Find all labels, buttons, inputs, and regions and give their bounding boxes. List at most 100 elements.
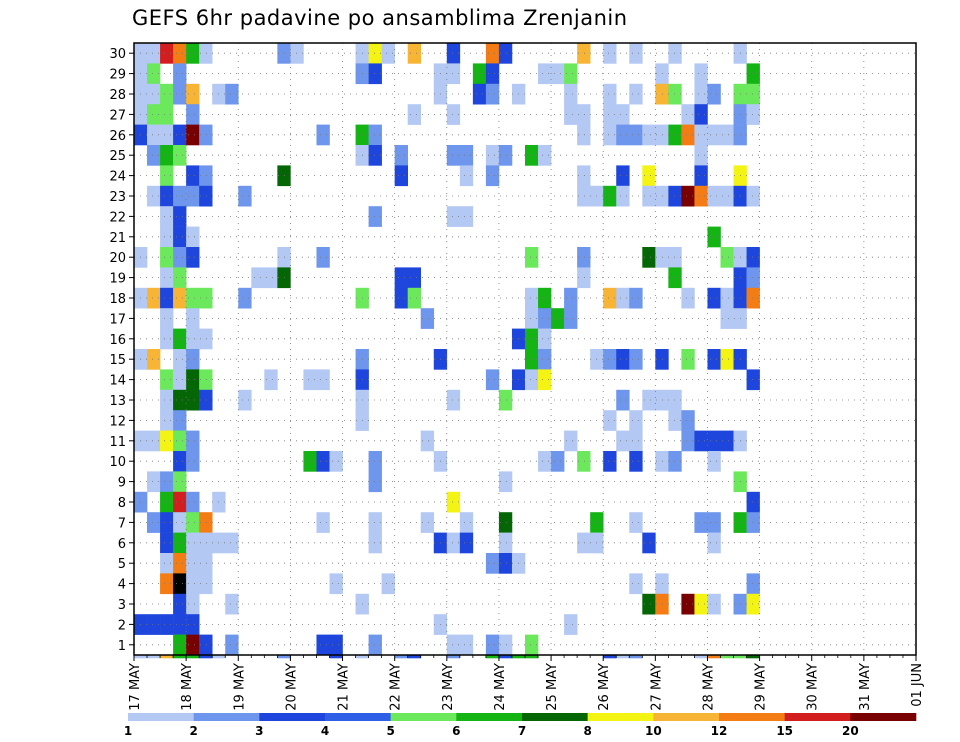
x-tick-label: 26 MAY [597,663,612,711]
heatmap-cell [173,287,187,309]
heatmap-cell [707,512,721,533]
heatmap-cell [616,165,630,187]
heatmap-cell [616,389,630,411]
heatmap-cell [681,104,695,125]
heatmap-cell [577,451,591,472]
heatmap-cell [147,349,161,370]
heatmap-cell [655,83,669,105]
heatmap-cell [694,430,708,452]
heatmap-cell [407,287,422,309]
heatmap-cell [316,124,330,146]
heatmap-cell [603,124,617,146]
heatmap-cell [316,634,330,656]
legend-swatch [193,713,260,721]
heatmap-cell [746,593,760,615]
heatmap-cell [498,512,513,533]
heatmap-cell [538,308,552,329]
heatmap-cell [694,104,708,125]
heatmap-cell [160,226,174,248]
heatmap-cell [446,145,461,166]
heatmap-cell [329,655,343,659]
x-tick-label: 01 JUN [910,663,925,707]
heatmap-cell [160,43,174,64]
x-tick-label: 30 MAY [806,663,821,711]
legend-label: 15 [776,724,793,738]
heatmap-cell [485,165,500,187]
heatmap-cell [186,247,200,268]
heatmap-cell [199,389,213,411]
heatmap-cell [629,451,643,472]
heatmap-cell [186,614,200,635]
legend-swatch [850,713,917,721]
heatmap-cell [199,369,213,391]
heatmap-cell [629,287,643,309]
heatmap-cell [707,83,721,105]
heatmap-cell [746,287,760,309]
heatmap-cell [551,451,565,472]
heatmap-cell [694,185,708,207]
heatmap-cell [368,532,382,554]
heatmap-cell [147,471,161,493]
heatmap-cell [564,83,578,105]
heatmap-cell [316,451,330,472]
legend-label: 8 [583,724,591,738]
heatmap-cell [186,124,200,146]
heatmap-cell [707,185,721,207]
heatmap-cell [173,349,187,370]
heatmap-cell [668,389,682,411]
heatmap-cell [160,532,174,554]
heatmap-cell [368,43,382,64]
heatmap-cell [694,512,708,533]
heatmap-cell [746,491,760,513]
y-tick-label: 12 [109,414,126,429]
heatmap-cell [525,308,539,329]
heatmap-cell [264,369,278,391]
heatmap-cell [160,328,174,350]
heatmap-cell [694,83,708,105]
heatmap-cell [459,206,474,227]
heatmap-cell [720,430,734,452]
heatmap-cell [160,104,174,125]
heatmap-cell [355,655,369,659]
heatmap-cell [564,430,578,452]
heatmap-cell [525,349,539,370]
heatmap-cell [446,43,461,64]
x-tick-label: 23 MAY [441,663,456,711]
heatmap-cell [538,328,552,350]
heatmap-cell [368,512,382,533]
heatmap-cell [238,185,252,207]
heatmap-cell [446,634,461,656]
heatmap-cell [720,287,734,309]
heatmap-cell [694,165,708,187]
heatmap-cell [485,634,500,656]
heatmap-cell [186,226,200,248]
heatmap-cell [173,410,187,431]
y-tick-label: 27 [109,108,126,123]
x-tick-label: 21 MAY [337,663,352,711]
heatmap-cell [394,655,408,659]
heatmap-cell [629,573,643,595]
heatmap-cell [147,63,161,85]
heatmap-cell [186,83,200,105]
heatmap-cell [186,287,200,309]
heatmap-cell [485,43,500,64]
heatmap-cell [577,267,591,289]
heatmap-cell [485,145,500,166]
heatmap-cell [160,83,174,105]
heatmap-cell [199,185,213,207]
heatmap-cell [472,63,487,85]
heatmap-cell [577,104,591,125]
x-tick-label: 20 MAY [284,663,299,711]
x-tick-label: 19 MAY [232,663,247,711]
legend-swatch [784,713,851,721]
heatmap-cell [186,634,200,656]
heatmap-cell [199,573,213,595]
heatmap-cell [160,124,174,146]
legend-label: 10 [645,724,662,738]
heatmap-cell [603,451,617,472]
heatmap-cell [420,430,435,452]
heatmap-cell [173,328,187,350]
heatmap-cell [577,185,591,207]
heatmap-cell [173,593,187,615]
